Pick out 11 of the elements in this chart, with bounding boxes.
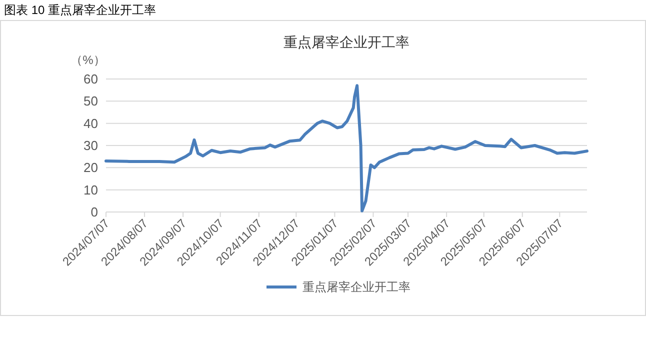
y-tick-label: 60 (84, 72, 98, 86)
y-tick-label: 0 (90, 204, 98, 220)
y-axis-title: （%） (70, 53, 106, 67)
y-tick-label: 40 (84, 116, 98, 131)
chart-title: 图表 10 重点屠宰企业开工率 (4, 3, 156, 17)
chart-subtitle: 重点屠宰企业开工率 (284, 34, 410, 50)
y-tick-label: 30 (84, 138, 98, 153)
y-tick-label: 10 (84, 182, 98, 198)
y-tick-label: 20 (84, 160, 98, 176)
y-tick-label: 50 (84, 94, 98, 109)
legend-label: 重点屠宰企业开工率 (302, 280, 410, 294)
